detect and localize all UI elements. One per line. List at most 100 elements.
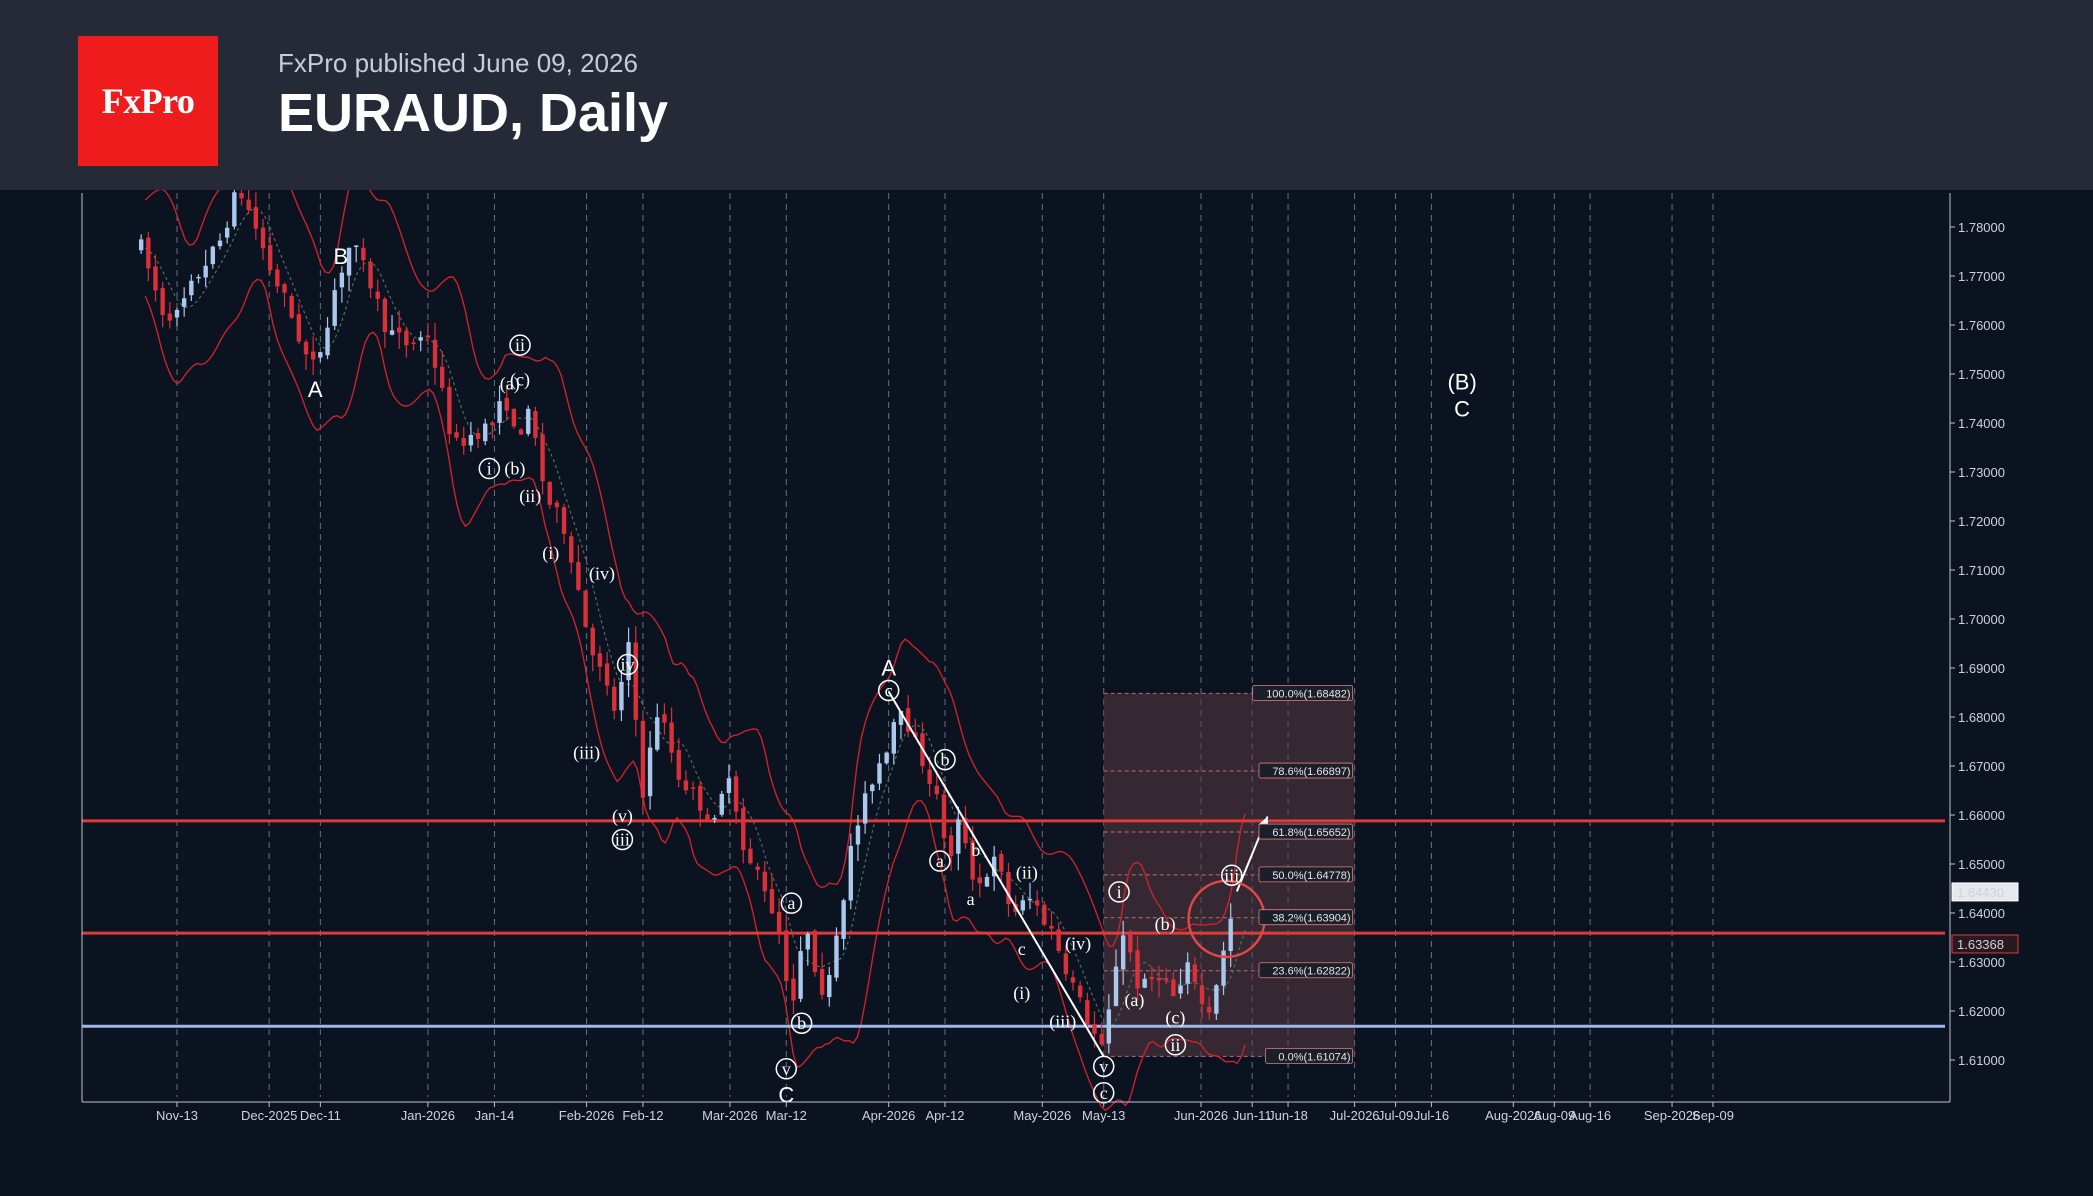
candle-body [662, 714, 667, 723]
candle-body [239, 192, 244, 199]
x-tick-label: Nov-13 [156, 1108, 198, 1123]
wave-label: v [1099, 1056, 1108, 1076]
wave-circle [790, 1012, 813, 1034]
candle-body [540, 434, 545, 482]
wave-label: A [881, 655, 896, 680]
candle-body [827, 974, 832, 998]
candle-body [1199, 985, 1205, 1004]
candle-body [999, 854, 1004, 872]
wave-label: (iii) [573, 742, 600, 763]
candle-body [511, 408, 517, 427]
y-tick-label: 1.77000 [1958, 269, 2005, 284]
candle-body [676, 750, 681, 780]
x-tick-label: Jan-2026 [401, 1108, 455, 1123]
candle-body [862, 793, 868, 824]
candle-body [303, 341, 309, 355]
candle-body [569, 536, 574, 563]
fib-label-box [1265, 1047, 1354, 1064]
candle-body [898, 710, 904, 725]
candle-body [526, 408, 531, 434]
candle-body [712, 817, 717, 820]
y-tick-label: 1.64000 [1958, 906, 2005, 921]
x-tick-label: Aug-2026 [1485, 1108, 1541, 1123]
candle-body [146, 237, 151, 269]
wave-label: A [308, 377, 323, 402]
candle-body [1049, 925, 1054, 929]
current-price-tag: 1.64430 [1957, 885, 2004, 900]
candle-body [1113, 966, 1119, 1006]
wave-label: (iv) [1065, 933, 1091, 954]
candle-body [1192, 964, 1198, 983]
candle-body [1034, 900, 1040, 906]
candle-body [354, 245, 359, 247]
wave-label: (iv) [589, 563, 615, 584]
candle-body [1120, 935, 1126, 970]
candle-body [1099, 1033, 1104, 1045]
candle-body [138, 239, 144, 251]
downtrend-line [887, 691, 1105, 1058]
candle-body [963, 818, 968, 844]
wave-label: i [487, 459, 492, 479]
x-tick-label: Apr-2026 [862, 1108, 915, 1123]
candle-body [1214, 985, 1219, 1014]
candle-body [425, 335, 431, 338]
wave-label: (a) [1124, 990, 1144, 1011]
candle-body [418, 337, 423, 341]
middle-band [144, 208, 1246, 1028]
y-tick-label: 1.63000 [1958, 955, 2005, 970]
wave-label: i [1117, 882, 1122, 902]
y-tick-label: 1.76000 [1958, 318, 2005, 333]
candle-body [404, 330, 409, 346]
x-tick-label: May-13 [1082, 1108, 1125, 1123]
bollinger-bands [144, 190, 1246, 1112]
fib-label: 61.8%(1.65652) [1272, 827, 1350, 839]
candle-body [991, 856, 997, 877]
candle-body [1027, 898, 1033, 901]
wave-label: (iii) [1049, 1011, 1076, 1032]
fib-label-box [1252, 684, 1353, 701]
candle-body [497, 401, 502, 423]
candle-body [948, 835, 954, 857]
candle-body [784, 930, 789, 982]
candle-body [1085, 1000, 1090, 1025]
candle-body [956, 819, 961, 854]
candle-body [884, 752, 889, 764]
candle-body [411, 342, 416, 344]
candle-body [1142, 978, 1147, 988]
wave-label: (B) [1447, 369, 1476, 394]
wave-label: a [967, 889, 975, 909]
candle-body [791, 978, 796, 1001]
wave-circle [1108, 881, 1130, 903]
wave-label: (c) [1165, 1007, 1185, 1028]
price-chart[interactable]: 100.0%(1.68482) 78.6%(1.66897) 61.8%(1.656… [0, 190, 2093, 1196]
wave-label: iv [621, 655, 635, 675]
candle-body [984, 876, 990, 887]
wave-label: ii [515, 335, 525, 355]
candle-body [346, 247, 352, 276]
candle-body [1070, 977, 1076, 983]
x-tick-label: Mar-2026 [702, 1108, 758, 1123]
x-tick-label: Jun-18 [1268, 1108, 1308, 1123]
fib-label: 78.6%(1.66897) [1272, 766, 1350, 778]
candle-body [726, 778, 732, 794]
x-tick-label: Jul-2026 [1330, 1108, 1380, 1123]
candle-body [1056, 929, 1061, 951]
candle-body [282, 284, 287, 293]
wave-circle [877, 679, 900, 702]
wave-label: iii [615, 829, 630, 849]
y-tick-label: 1.69000 [1958, 661, 2005, 676]
candle-body [432, 339, 438, 368]
lower-band [144, 278, 1246, 1112]
candle-body [490, 422, 495, 426]
candle-body [339, 272, 345, 288]
candle-body [253, 207, 259, 229]
candle-body [583, 590, 588, 628]
horizontal-levels [82, 819, 1945, 1028]
candle-body [805, 933, 810, 950]
candle-body [1135, 950, 1140, 989]
wave-label: c [1100, 1083, 1108, 1103]
candle-body [296, 314, 302, 342]
candle-body [1106, 1009, 1112, 1044]
x-tick-label: Mar-12 [766, 1108, 807, 1123]
candle-body [260, 227, 266, 249]
